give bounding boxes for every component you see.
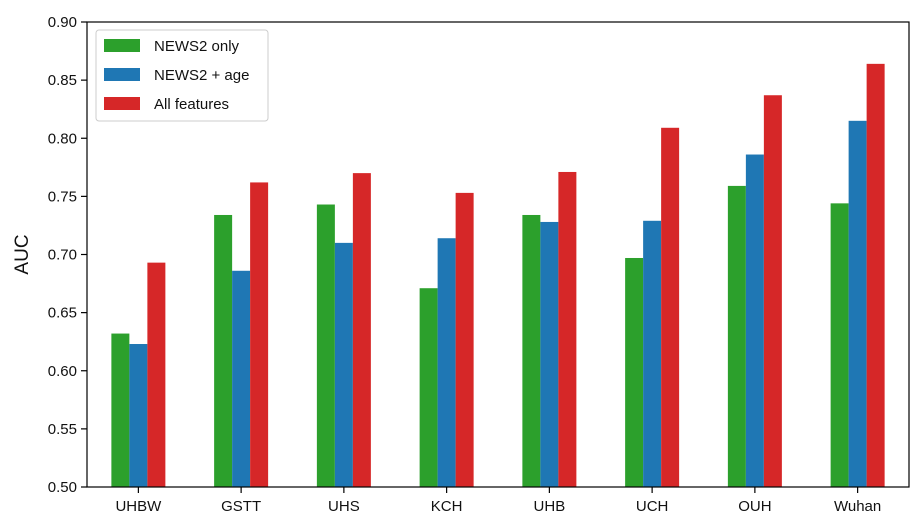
legend: NEWS2 only NEWS2 + age All features <box>95 29 269 122</box>
y-tick-label: 0.60 <box>48 363 77 380</box>
y-tick-label: 0.55 <box>48 421 77 438</box>
y-tick-label: 0.85 <box>48 72 77 89</box>
y-tick-label: 0.75 <box>48 188 77 205</box>
bar <box>352 173 371 487</box>
y-tick-label: 0.70 <box>48 247 77 264</box>
bar <box>147 262 166 487</box>
bar <box>830 203 849 487</box>
y-tick-label: 0.90 <box>48 14 77 31</box>
bar <box>437 238 456 487</box>
y-tick-label: 0.65 <box>48 305 77 322</box>
legend-label: NEWS2 only <box>154 38 240 55</box>
legend-label: All features <box>154 96 229 113</box>
legend-label: NEWS2 + age <box>154 67 249 84</box>
y-axis: 0.50 0.55 0.60 0.65 0.70 0.75 0.80 0.85 0.90 <box>48 14 87 496</box>
y-tick-label: 0.80 <box>48 130 77 147</box>
x-tick-label: UHBW <box>115 498 162 515</box>
plot-frame <box>86 21 910 488</box>
bar <box>745 154 764 487</box>
x-tick-label: UHB <box>534 498 566 515</box>
x-tick-label: GSTT <box>221 498 261 515</box>
bar <box>558 171 577 487</box>
x-tick-label: KCH <box>431 498 463 515</box>
bar <box>232 270 251 487</box>
x-tick-label: Wuhan <box>834 498 881 515</box>
bar <box>848 120 867 487</box>
bar <box>129 344 148 487</box>
legend-swatch <box>104 97 140 110</box>
bar <box>540 221 559 487</box>
legend-swatch <box>104 68 140 81</box>
x-tick-label: UHS <box>328 498 360 515</box>
bar <box>214 214 233 487</box>
bar <box>111 333 130 487</box>
bar <box>866 63 885 487</box>
bar <box>727 185 746 487</box>
bar <box>250 182 269 488</box>
bar <box>455 192 474 487</box>
bar <box>643 220 662 487</box>
y-tick-label: 0.50 <box>48 479 77 496</box>
bar <box>316 204 335 487</box>
y-axis-label: AUC <box>12 234 33 274</box>
bar <box>334 242 353 487</box>
bar <box>661 127 680 487</box>
bar <box>522 214 541 487</box>
x-tick-label: OUH <box>738 498 771 515</box>
bars-group <box>111 63 885 488</box>
bar <box>625 257 644 487</box>
x-tick-label: UCH <box>636 498 669 515</box>
bar <box>419 288 438 487</box>
bar <box>763 95 782 488</box>
x-axis: UHBW GSTT UHS KCH UHB UCH OUH Wuhan <box>115 487 881 515</box>
legend-swatch <box>104 39 140 52</box>
